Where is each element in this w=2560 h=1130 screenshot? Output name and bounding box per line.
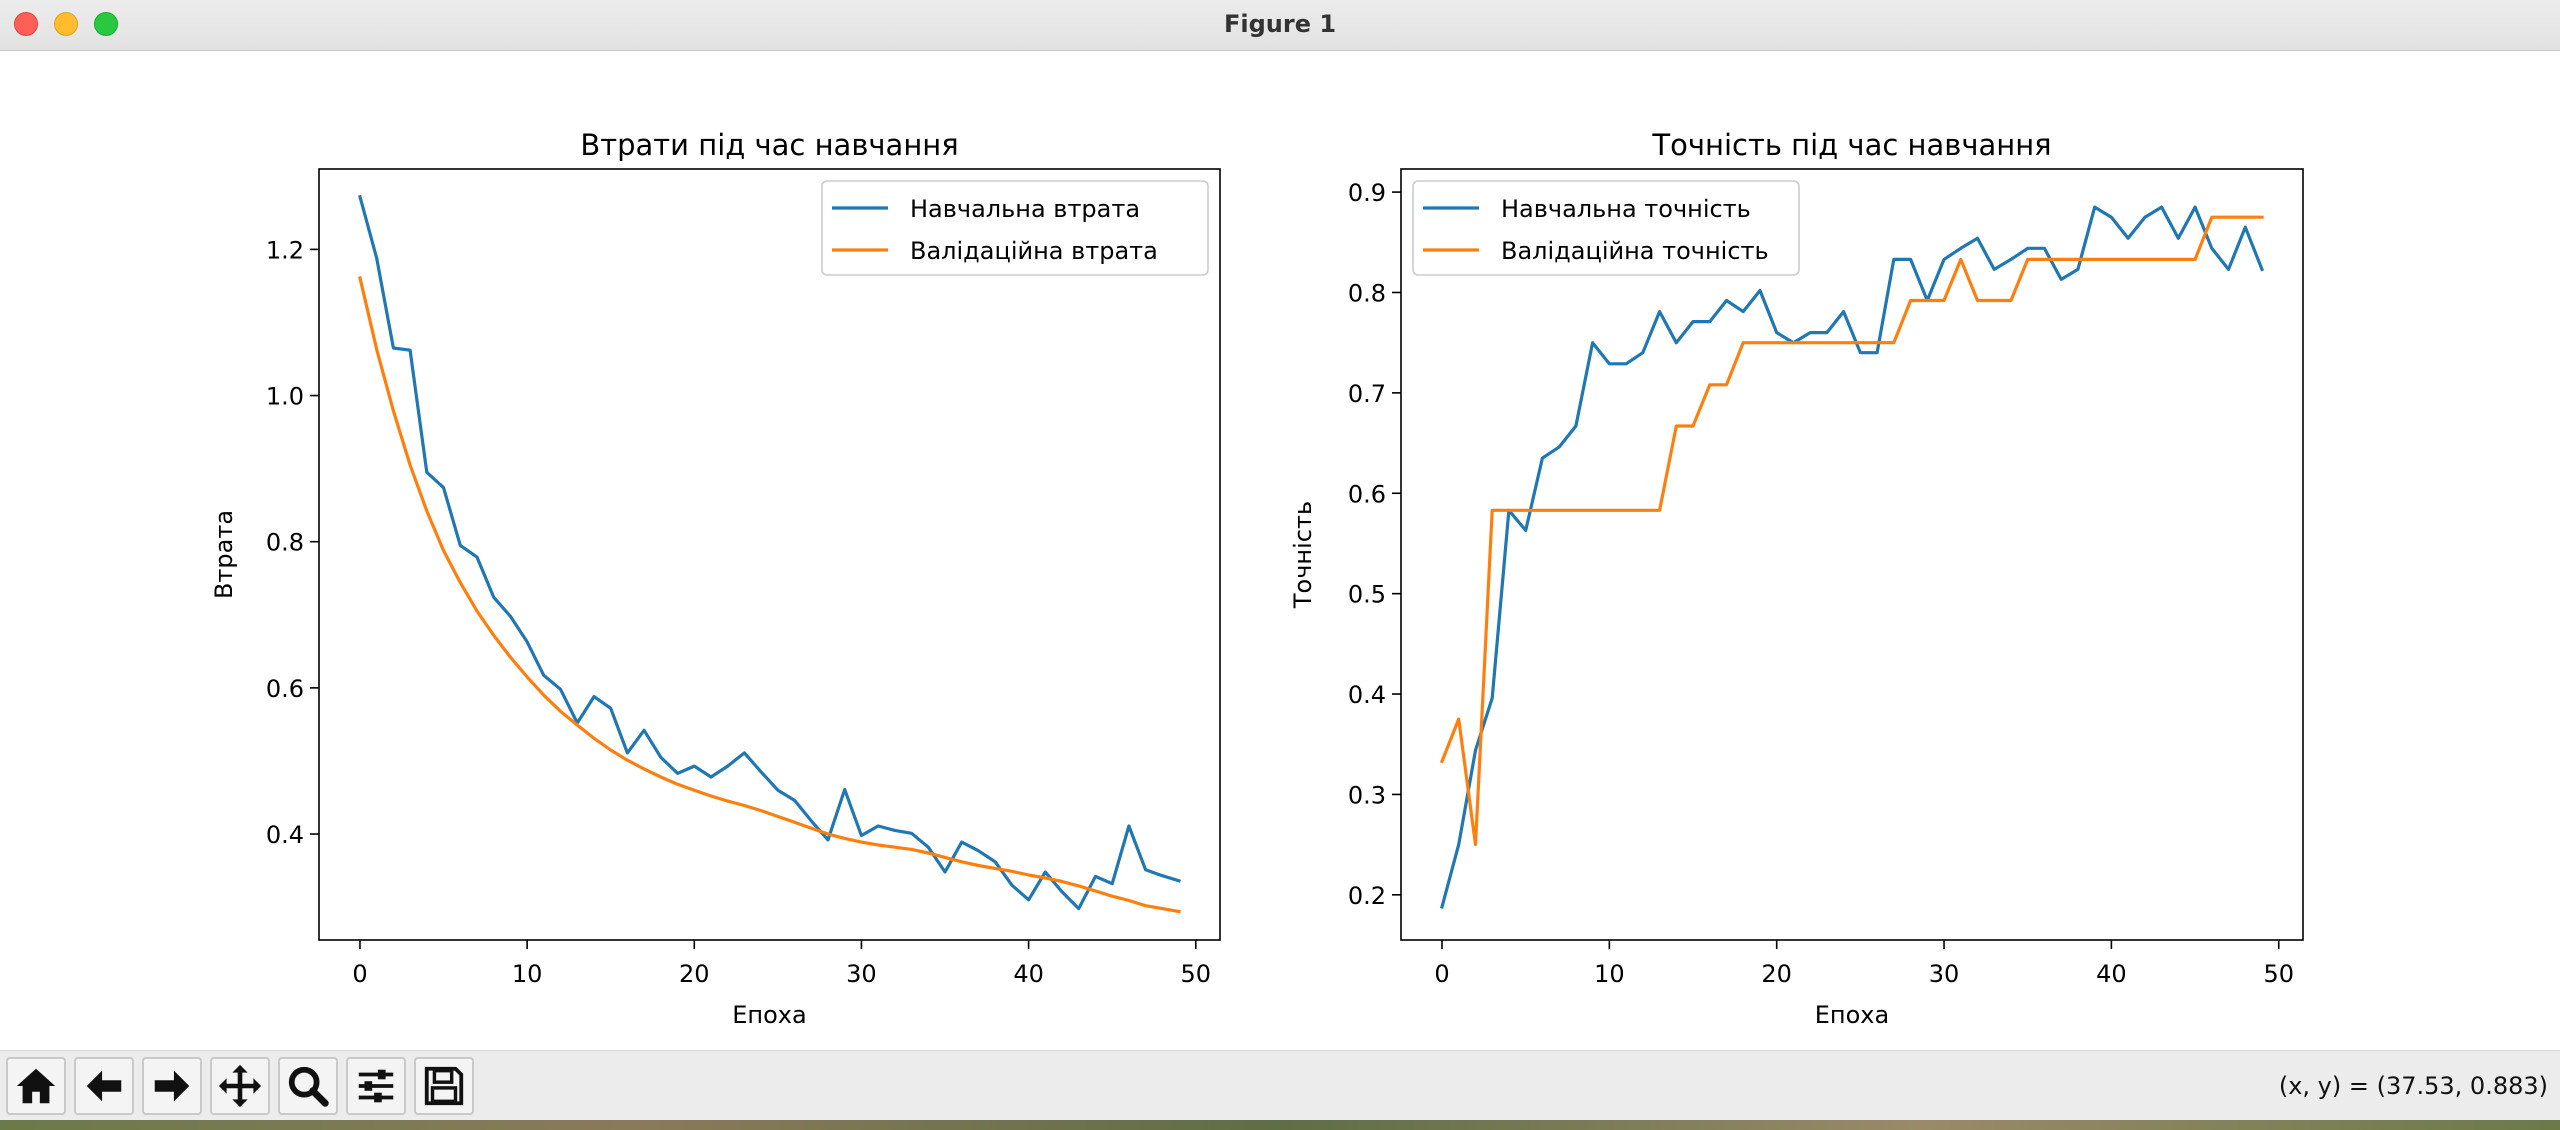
accuracy-y-tick-label: 0.7 (1348, 380, 1386, 408)
magnifier-icon (288, 1066, 329, 1107)
loss-x-tick-label: 10 (512, 960, 543, 988)
accuracy-y-tick-label: 0.5 (1348, 581, 1386, 609)
accuracy-y-tick-label: 0.6 (1348, 480, 1386, 508)
loss-y-tick-label: 1.2 (266, 236, 304, 264)
accuracy-y-tick-label: 0.2 (1348, 882, 1386, 910)
loss-x-axis-label: Епоха (732, 1001, 806, 1029)
accuracy-x-axis-label: Епоха (1815, 1001, 1889, 1029)
accuracy-y-tick-label: 0.4 (1348, 681, 1386, 709)
zoom-button[interactable] (278, 1057, 338, 1115)
pan-button[interactable] (210, 1057, 270, 1115)
loss-x-tick-label: 40 (1013, 960, 1044, 988)
loss-y-tick-label: 1.0 (266, 383, 304, 411)
loss-y-tick-label: 0.6 (266, 675, 304, 703)
accuracy-legend: Навчальна точність Валідаційна точність (1412, 180, 1800, 276)
loss-legend-box (821, 180, 1209, 276)
loss-x-tick-label: 50 (1180, 960, 1211, 988)
accuracy-y-tick-label: 0.3 (1348, 781, 1386, 809)
window-title: Figure 1 (1223, 10, 1337, 38)
home-icon (16, 1068, 56, 1104)
figure-canvas[interactable]: 0 10 20 30 40 50 0.4 0.6 0.8 1.0 1.2 Втрати під час… (0, 51, 2560, 1050)
desktop-background-strip (0, 1120, 2560, 1130)
loss-y-tick-label: 0.8 (266, 529, 304, 557)
loss-chart: 0 10 20 30 40 50 0.4 0.6 0.8 1.0 1.2 Втрати під час… (210, 128, 1221, 1029)
minimize-window-button[interactable] (54, 12, 78, 36)
accuracy-axes-frame (1400, 168, 2304, 941)
back-button[interactable] (74, 1057, 134, 1115)
loss-y-tick-label: 0.4 (266, 821, 304, 849)
loss-x-tick-label: 30 (846, 960, 877, 988)
arrow-right-icon (154, 1070, 190, 1102)
accuracy-x-tick-label: 50 (2263, 960, 2294, 988)
loss-x-tick-label: 0 (352, 960, 367, 988)
loss-series-line-1 (358, 275, 1181, 914)
accuracy-y-axis-label: Точність (1289, 501, 1317, 609)
accuracy-x-tick-label: 0 (1434, 960, 1449, 988)
accuracy-legend-label-0: Навчальна точність (1501, 195, 1751, 223)
accuracy-y-tick-label: 0.8 (1348, 279, 1386, 307)
cursor-coordinates: (x, y) = (37.53, 0.883) (2278, 1072, 2548, 1100)
loss-series-line-0 (358, 194, 1181, 911)
floppy-disk-icon (424, 1066, 464, 1106)
arrow-left-icon (86, 1070, 122, 1102)
home-button[interactable] (6, 1057, 66, 1115)
accuracy-chart-title: Точність під час навчання (1651, 128, 2051, 162)
navigation-toolbar: (x, y) = (37.53, 0.883) (0, 1050, 2560, 1121)
accuracy-x-tick-label: 30 (1929, 960, 1960, 988)
title-bar: Figure 1 (0, 0, 2560, 51)
loss-legend-label-1: Валідаційна втрата (910, 237, 1158, 265)
accuracy-chart: 0 10 20 30 40 50 0.2 0.3 0.4 0.5 0.6 0.7 0.8 0.9 Точні… (1289, 128, 2304, 1029)
accuracy-series-line-1 (1439, 215, 2264, 847)
accuracy-x-tick-label: 10 (1594, 960, 1625, 988)
loss-y-axis-label: Втрата (210, 510, 238, 599)
accuracy-x-tick-label: 20 (1761, 960, 1792, 988)
loss-legend-label-0: Навчальна втрата (910, 195, 1140, 223)
configure-subplots-button[interactable] (346, 1057, 406, 1115)
loss-axes-frame (318, 168, 1221, 941)
move-icon (218, 1064, 262, 1108)
loss-x-tick-label: 20 (679, 960, 710, 988)
accuracy-legend-label-1: Валідаційна точність (1501, 237, 1769, 265)
zoom-window-button[interactable] (94, 12, 118, 36)
save-button[interactable] (414, 1057, 474, 1115)
accuracy-y-tick-label: 0.9 (1348, 179, 1386, 207)
accuracy-series-line-0 (1440, 205, 2265, 909)
accuracy-legend-box (1412, 180, 1800, 276)
loss-legend: Навчальна втрата Валідаційна втрата (821, 180, 1209, 276)
sliders-icon (358, 1069, 394, 1103)
close-window-button[interactable] (14, 12, 38, 36)
loss-chart-title: Втрати під час навчання (580, 128, 958, 162)
forward-button[interactable] (142, 1057, 202, 1115)
accuracy-x-tick-label: 40 (2096, 960, 2127, 988)
